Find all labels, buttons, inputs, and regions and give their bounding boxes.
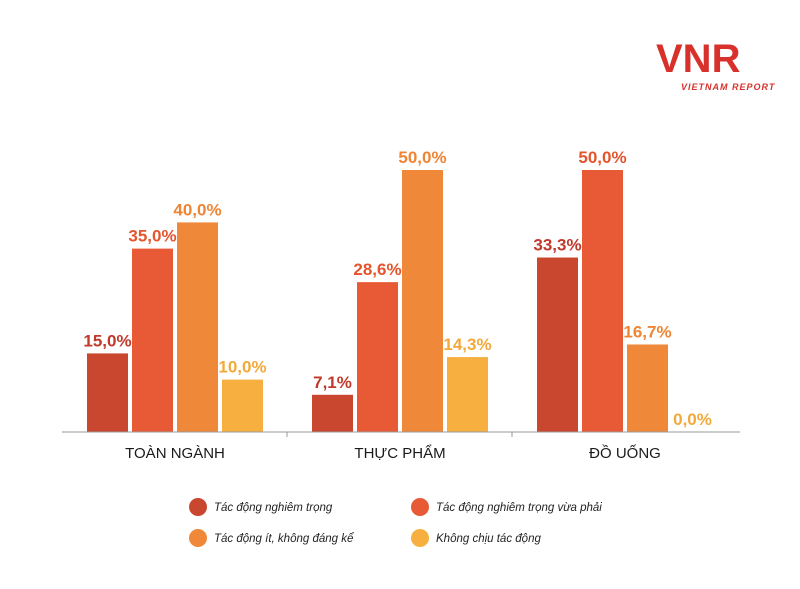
category-label-3: ĐỒ UỐNG	[589, 444, 661, 462]
legend-marker-2	[411, 498, 429, 516]
data-label-3-4: 0,0%	[673, 410, 712, 429]
bar-2-2	[357, 282, 398, 432]
data-label-1-1: 15,0%	[83, 331, 131, 350]
data-label-2-1: 7,1%	[313, 373, 352, 392]
legend-marker-3	[189, 529, 207, 547]
bar-1-2	[132, 248, 173, 432]
bars-group	[87, 170, 668, 432]
bar-2-1	[312, 394, 353, 432]
x-axis: TOÀN NGÀNH THỰC PHẨM ĐỒ UỐNG	[62, 431, 740, 462]
legend-label-1: Tác động nghiêm trọng	[214, 502, 333, 514]
logo-mark: VNR	[656, 37, 741, 81]
bar-3-1	[537, 257, 578, 432]
data-label-3-3: 16,7%	[623, 322, 671, 341]
bar-2-3	[402, 170, 443, 432]
data-label-3-2: 50,0%	[578, 148, 626, 167]
category-label-2: THỰC PHẨM	[354, 444, 445, 462]
legend-marker-4	[411, 529, 429, 547]
legend-label-2: Tác động nghiêm trọng vừa phải	[436, 502, 602, 514]
data-label-1-2: 35,0%	[128, 227, 176, 246]
data-label-1-4: 10,0%	[218, 358, 266, 377]
data-label-2-4: 14,3%	[443, 335, 491, 354]
data-label-3-1: 33,3%	[533, 236, 581, 255]
bar-1-1	[87, 353, 128, 432]
legend-marker-1	[189, 498, 207, 516]
legend: Tác động nghiêm trọng Tác động nghiêm trọ…	[189, 498, 602, 547]
bar-2-4	[447, 357, 488, 432]
logo-subtitle: VIETNAM REPORT	[681, 82, 776, 92]
bar-1-4	[222, 379, 263, 432]
bar-3-2	[582, 170, 623, 432]
bar-1-3	[177, 222, 218, 432]
value-labels-group: 15,0% 35,0% 40,0% 10,0% 7,1% 28,6% 50,0% 14,3% 3…	[83, 148, 711, 429]
data-label-2-3: 50,0%	[398, 148, 446, 167]
legend-label-4: Không chịu tác động	[436, 533, 541, 545]
bar-3-3	[627, 344, 668, 432]
category-label-1: TOÀN NGÀNH	[125, 445, 225, 462]
legend-label-3: Tác động ít, không đáng kể	[214, 533, 354, 545]
data-label-2-2: 28,6%	[353, 260, 401, 279]
vietnam-report-logo: VNR VIETNAM REPORT	[656, 37, 776, 92]
data-label-1-3: 40,0%	[173, 200, 221, 219]
